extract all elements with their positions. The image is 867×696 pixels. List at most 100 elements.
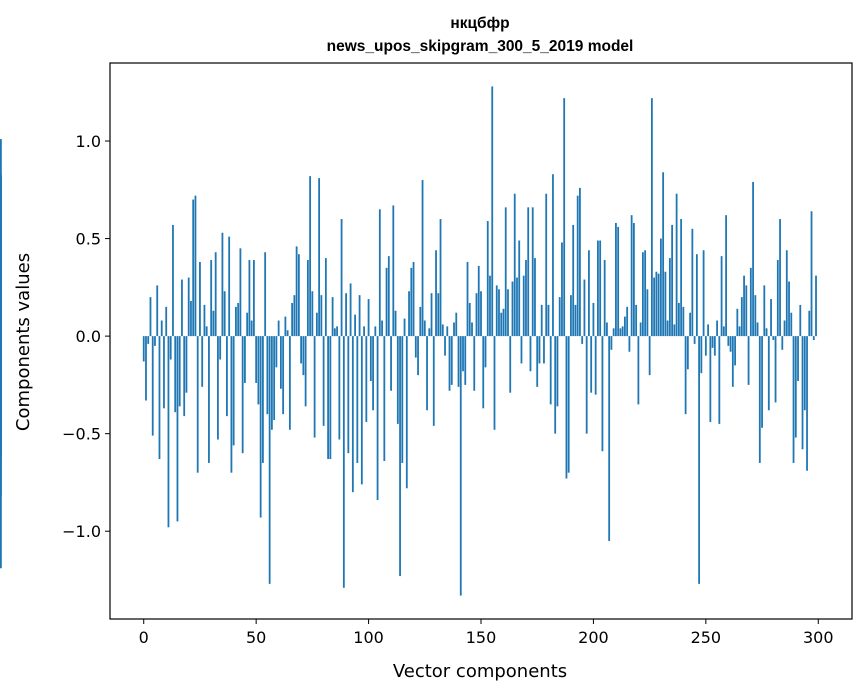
bar	[610, 336, 613, 350]
bar	[291, 302, 294, 337]
bar	[169, 336, 172, 360]
bar	[324, 258, 327, 337]
bar	[594, 336, 597, 395]
bar	[167, 336, 170, 528]
bar	[655, 271, 658, 337]
bar	[0, 336, 2, 424]
bar	[558, 297, 561, 337]
bar	[448, 336, 451, 391]
bar	[399, 336, 401, 577]
bar	[745, 285, 748, 337]
bar	[749, 267, 752, 337]
y-tick-label: −1.0	[62, 522, 101, 541]
bar	[646, 289, 649, 337]
bar	[668, 258, 671, 337]
bar	[387, 256, 390, 337]
bar	[381, 320, 383, 337]
bar	[617, 226, 620, 337]
bar	[720, 256, 723, 337]
bar	[794, 336, 797, 438]
x-tick-label: 50	[246, 628, 266, 647]
bar	[736, 308, 739, 337]
bar	[408, 291, 410, 337]
y-axis-ticks: −1.0 −0.5 0.0 0.5 1.0	[62, 132, 110, 541]
bar	[677, 302, 680, 337]
bar	[374, 326, 377, 337]
bar	[376, 336, 379, 500]
bar	[772, 336, 775, 341]
bar	[322, 336, 325, 426]
bar	[347, 336, 350, 454]
bar	[502, 308, 505, 337]
bar	[338, 336, 341, 440]
bar	[765, 328, 768, 337]
bar	[761, 336, 763, 428]
bar	[199, 261, 201, 337]
bar	[486, 221, 489, 337]
bar	[538, 336, 541, 364]
bar	[221, 232, 224, 337]
bar	[270, 336, 273, 430]
bar	[154, 336, 156, 346]
bar	[378, 209, 381, 337]
bar	[529, 336, 532, 372]
bar	[581, 336, 584, 344]
bar	[579, 187, 581, 337]
bar	[165, 306, 168, 337]
bar	[363, 326, 365, 337]
bar	[147, 336, 150, 344]
bar	[405, 336, 408, 489]
bar	[801, 336, 804, 450]
bar	[722, 326, 725, 337]
bar	[356, 336, 359, 463]
bar	[498, 289, 500, 337]
bar	[273, 336, 276, 421]
bar	[320, 295, 323, 337]
bar	[160, 320, 163, 337]
bar	[477, 265, 480, 337]
bar	[776, 260, 779, 337]
bar	[554, 336, 557, 434]
bar	[248, 260, 251, 337]
bar	[785, 250, 788, 337]
bar	[351, 336, 354, 493]
bar	[327, 336, 329, 460]
bar	[489, 275, 491, 337]
bar	[644, 250, 647, 337]
bar	[262, 336, 264, 463]
bar	[401, 336, 404, 463]
bar	[455, 312, 458, 337]
bar	[691, 228, 694, 337]
bar	[484, 336, 487, 368]
bar	[615, 222, 617, 337]
bar	[360, 336, 363, 485]
bar	[734, 336, 736, 366]
bar	[718, 336, 721, 424]
bar	[345, 293, 347, 337]
bar	[709, 336, 712, 422]
bar	[695, 254, 698, 337]
bar	[403, 318, 406, 337]
bar	[680, 219, 683, 337]
bar	[421, 180, 424, 337]
bar	[648, 336, 651, 376]
bar	[196, 336, 199, 473]
bar	[504, 207, 507, 337]
bar	[453, 322, 455, 337]
bar	[293, 295, 296, 337]
bar	[659, 238, 662, 337]
bar	[500, 312, 503, 337]
bar	[295, 246, 298, 337]
bar	[482, 336, 485, 409]
x-axis-ticks: 0 50 100 150 200 250 300	[139, 619, 834, 647]
bar	[770, 299, 772, 337]
bar	[300, 336, 303, 364]
bar	[302, 336, 305, 376]
y-tick-label: 0.0	[76, 327, 101, 346]
bar	[599, 240, 602, 337]
bar	[414, 336, 417, 358]
bar	[713, 336, 716, 356]
bar	[212, 310, 215, 337]
bar	[187, 277, 190, 337]
bar	[365, 336, 368, 422]
